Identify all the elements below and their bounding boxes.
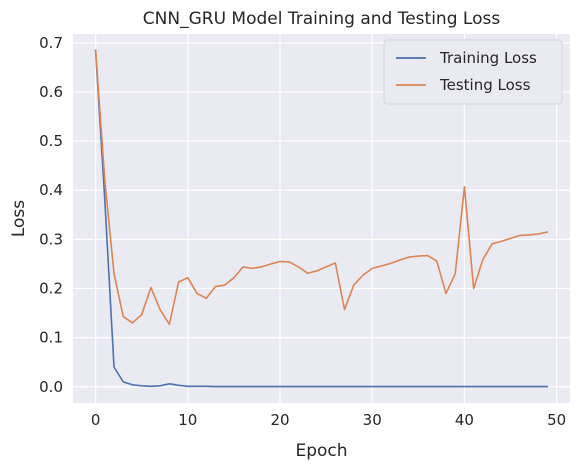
x-tick-label: 30 [363,411,382,429]
testing-loss-line [94,49,549,326]
x-axis-label: Epoch [295,441,347,461]
x-tick-label: 0 [91,411,101,429]
x-tick-label: 10 [178,411,197,429]
y-tick-label: 0.6 [39,83,63,101]
x-tick-label: 50 [547,411,566,429]
y-tick-label: 0.2 [39,280,63,298]
y-tick-label: 0.7 [39,34,63,52]
training-loss-line [94,49,549,388]
x-tick-label: 20 [270,411,289,429]
y-axis-label: Loss [9,200,29,237]
series-layer [94,49,549,388]
grid [73,34,570,403]
tick-labels: 0 10 20 30 40 50 0.0 0.1 0.2 0.3 0.4 0.5 0.6 0.7 [39,34,566,429]
legend-label-training: Training Loss [439,49,537,67]
y-tick-label: 0.5 [39,132,63,150]
y-tick-label: 0.3 [39,230,63,248]
y-tick-label: 0.4 [39,181,63,199]
chart-title: CNN_GRU Model Training and Testing Loss [143,9,501,29]
y-tick-label: 0.1 [39,329,63,347]
x-tick-label: 40 [455,411,474,429]
legend-box [383,39,563,105]
y-tick-label: 0.0 [39,378,63,396]
legend-label-testing: Testing Loss [439,76,531,94]
legend: Training Loss Testing Loss [383,39,563,105]
